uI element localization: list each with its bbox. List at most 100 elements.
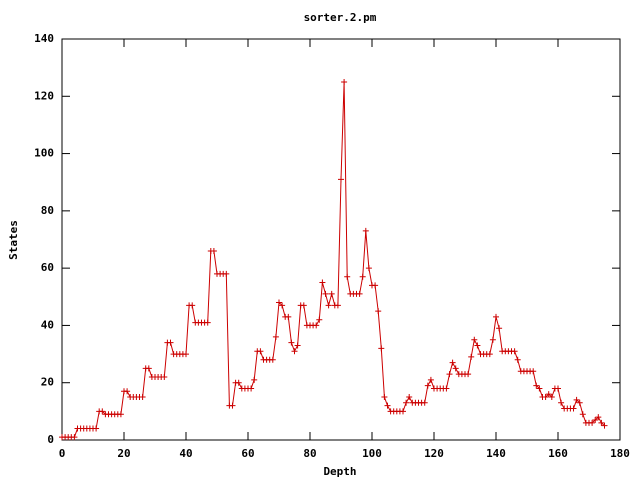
- data-point: [595, 414, 602, 421]
- data-point: [545, 391, 552, 398]
- data-point: [493, 313, 499, 320]
- data-point: [372, 282, 379, 289]
- data-point: [400, 408, 406, 415]
- data-point: [117, 411, 124, 418]
- data-point: [251, 376, 258, 383]
- data-point: [403, 399, 410, 406]
- data-point: [338, 176, 344, 183]
- chart-title: sorter.2.pm: [304, 11, 377, 24]
- data-point: [269, 356, 276, 363]
- data-point: [210, 247, 217, 254]
- data-point: [356, 290, 363, 297]
- data-point: [248, 385, 255, 392]
- data-point: [548, 394, 555, 401]
- data-point: [300, 302, 307, 309]
- data-line: [62, 81, 605, 438]
- data-point: [313, 322, 320, 329]
- x-tick-label: 80: [303, 447, 316, 460]
- data-point: [344, 273, 351, 280]
- data-point: [279, 302, 286, 309]
- y-tick-label: 60: [41, 261, 54, 274]
- y-tick-label: 100: [34, 147, 54, 160]
- x-axis-label: Depth: [323, 465, 356, 478]
- data-point: [294, 342, 301, 349]
- data-point: [533, 382, 540, 389]
- data-point: [406, 394, 413, 401]
- data-point: [189, 302, 196, 309]
- data-point: [486, 351, 493, 358]
- data-point: [511, 348, 518, 355]
- data-point: [288, 339, 295, 346]
- data-point: [291, 348, 298, 355]
- y-tick-label: 0: [47, 433, 54, 446]
- data-point: [145, 365, 152, 372]
- data-point: [446, 371, 453, 378]
- data-point: [378, 345, 385, 352]
- data-point: [124, 388, 131, 395]
- data-point: [598, 419, 605, 426]
- data-point: [272, 333, 279, 340]
- data-point: [424, 382, 431, 389]
- data-point: [139, 394, 146, 401]
- data-point: [471, 336, 478, 343]
- data-point: [489, 336, 496, 343]
- data-point: [235, 379, 242, 386]
- y-tick-label: 40: [41, 318, 54, 331]
- x-tick-label: 140: [486, 447, 506, 460]
- data-point: [285, 313, 292, 320]
- data-point: [322, 290, 329, 297]
- data-point: [555, 385, 561, 392]
- x-tick-label: 40: [179, 447, 192, 460]
- data-point: [570, 405, 577, 412]
- data-point: [365, 265, 372, 272]
- y-tick-label: 20: [41, 376, 54, 389]
- data-point: [443, 385, 450, 392]
- data-point: [384, 402, 391, 409]
- x-tick-label: 0: [59, 447, 66, 460]
- plot-border: [61, 38, 621, 441]
- data-point: [589, 419, 596, 426]
- data-point: [558, 399, 565, 406]
- data-point: [257, 348, 264, 355]
- data-point: [592, 416, 599, 423]
- data-point: [579, 411, 586, 418]
- data-point: [334, 302, 341, 309]
- data-point: [514, 356, 521, 363]
- data-point: [167, 339, 174, 346]
- data-point: [474, 342, 481, 349]
- data-point: [536, 385, 543, 392]
- data-point: [319, 279, 326, 286]
- x-tick-label: 120: [424, 447, 444, 460]
- y-tick-label: 140: [34, 32, 54, 45]
- data-point: [421, 399, 428, 406]
- data-point: [601, 422, 608, 429]
- x-tick-label: 160: [548, 447, 568, 460]
- data-point: [530, 368, 537, 375]
- data-point: [362, 227, 369, 234]
- data-point: [573, 396, 580, 403]
- data-point: [542, 394, 549, 401]
- data-point: [229, 402, 236, 409]
- data-point: [99, 408, 106, 415]
- y-tick-label: 80: [41, 204, 54, 217]
- data-point: [427, 376, 434, 383]
- data-point: [576, 399, 583, 406]
- data-point: [496, 325, 503, 332]
- x-tick-label: 60: [241, 447, 254, 460]
- x-tick-label: 180: [610, 447, 630, 460]
- data-point: [161, 373, 168, 380]
- data-point: [468, 353, 475, 360]
- data-point: [183, 351, 189, 358]
- data-point: [465, 371, 472, 378]
- data-point: [316, 316, 323, 323]
- data-point: [223, 270, 230, 277]
- x-tick-label: 100: [362, 447, 382, 460]
- data-point: [71, 434, 78, 441]
- x-tick-label: 20: [117, 447, 130, 460]
- data-point: [204, 319, 211, 326]
- data-point: [276, 299, 282, 306]
- data-point: [381, 394, 388, 401]
- data-point: [328, 290, 335, 297]
- y-tick-label: 120: [34, 89, 54, 102]
